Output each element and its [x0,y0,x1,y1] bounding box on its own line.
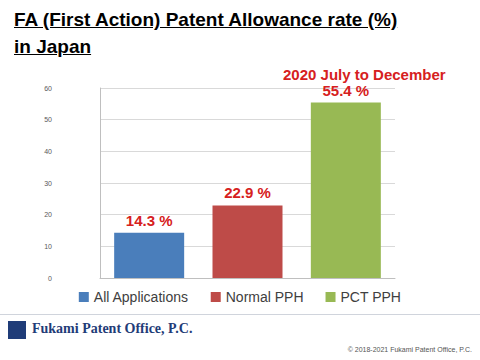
html-text:FA (First Action) Patent Allow: FA (First Action) Patent Allowance rate … [14,9,398,57]
svg-text:55.4 %: 55.4 % [322,82,369,99]
svg-text:All Applications: All Applications [94,289,188,305]
svg-text:20: 20 [44,211,52,218]
html-text:© 2018-2021 Fukami Patent Offi: © 2018-2021 Fukami Patent Office, P.C. [347,346,472,353]
svg-text:PCT PPH: PCT PPH [341,289,401,305]
svg-text:14.3 %: 14.3 % [126,212,173,229]
html-text:Fukami Patent Office, P.C.: Fukami Patent Office, P.C. [32,321,193,336]
svg-text:40: 40 [44,148,52,155]
svg-text:10: 10 [44,243,52,250]
svg-text:2020 July to December: 2020 July to December [283,66,446,83]
svg-text:22.9 %: 22.9 % [224,184,271,201]
svg-text:Normal PPH: Normal PPH [226,289,304,305]
svg-text:60: 60 [44,85,52,92]
svg-text:30: 30 [44,180,52,187]
svg-text:50: 50 [44,116,52,123]
svg-text:0: 0 [48,275,52,282]
